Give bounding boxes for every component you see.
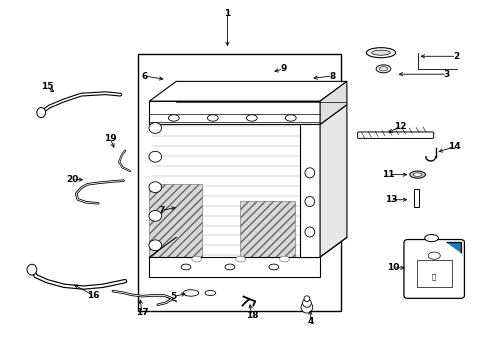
Ellipse shape xyxy=(371,50,389,55)
Ellipse shape xyxy=(366,48,395,58)
Bar xyxy=(239,201,294,257)
Text: 6: 6 xyxy=(141,72,147,81)
Text: 18: 18 xyxy=(245,311,258,320)
Bar xyxy=(138,54,340,311)
Text: 9: 9 xyxy=(280,64,286,73)
Text: 16: 16 xyxy=(87,291,100,300)
Ellipse shape xyxy=(149,123,161,134)
Text: 11: 11 xyxy=(381,170,394,179)
Ellipse shape xyxy=(301,302,312,313)
Polygon shape xyxy=(320,105,346,257)
Ellipse shape xyxy=(168,115,179,121)
FancyBboxPatch shape xyxy=(403,239,464,298)
Text: 12: 12 xyxy=(393,122,406,131)
Polygon shape xyxy=(320,81,346,125)
Text: 4: 4 xyxy=(306,317,313,326)
Ellipse shape xyxy=(149,240,161,251)
Text: 17: 17 xyxy=(136,308,148,317)
Text: 5: 5 xyxy=(170,292,177,301)
Text: 13: 13 xyxy=(384,195,396,204)
Text: 1: 1 xyxy=(224,9,230,18)
Text: 7: 7 xyxy=(158,206,164,215)
Ellipse shape xyxy=(207,115,218,121)
Ellipse shape xyxy=(427,252,439,259)
Text: 15: 15 xyxy=(41,82,53,91)
FancyBboxPatch shape xyxy=(357,132,433,138)
Ellipse shape xyxy=(183,290,198,296)
Text: 20: 20 xyxy=(66,175,79,184)
Ellipse shape xyxy=(37,108,45,118)
Ellipse shape xyxy=(191,256,201,262)
Ellipse shape xyxy=(181,264,190,270)
Ellipse shape xyxy=(149,182,161,193)
Ellipse shape xyxy=(409,171,425,178)
Ellipse shape xyxy=(305,227,314,237)
Ellipse shape xyxy=(27,264,37,275)
Text: 8: 8 xyxy=(328,72,335,81)
Ellipse shape xyxy=(279,256,289,262)
Ellipse shape xyxy=(235,256,245,262)
Bar xyxy=(149,257,320,277)
Ellipse shape xyxy=(302,299,311,307)
Ellipse shape xyxy=(268,264,278,270)
Bar xyxy=(299,125,320,257)
Polygon shape xyxy=(149,81,346,101)
Ellipse shape xyxy=(224,264,234,270)
Ellipse shape xyxy=(305,168,314,178)
Polygon shape xyxy=(445,242,460,253)
Text: 19: 19 xyxy=(104,134,117,143)
Ellipse shape xyxy=(149,211,161,221)
Text: 2: 2 xyxy=(452,52,459,61)
Ellipse shape xyxy=(412,173,421,176)
Text: 14: 14 xyxy=(447,142,460,151)
Text: 10: 10 xyxy=(386,264,399,273)
Bar xyxy=(149,101,320,125)
Ellipse shape xyxy=(424,234,437,242)
Text: 3: 3 xyxy=(443,70,449,79)
Ellipse shape xyxy=(204,291,215,296)
Bar xyxy=(149,184,202,257)
Text: 🔋: 🔋 xyxy=(431,274,435,280)
Bar xyxy=(413,189,418,207)
Ellipse shape xyxy=(305,197,314,207)
Ellipse shape xyxy=(149,151,161,162)
Ellipse shape xyxy=(304,296,309,302)
Ellipse shape xyxy=(378,67,387,71)
Ellipse shape xyxy=(375,65,390,73)
Ellipse shape xyxy=(285,115,296,121)
Ellipse shape xyxy=(246,115,257,121)
Bar xyxy=(416,260,451,287)
